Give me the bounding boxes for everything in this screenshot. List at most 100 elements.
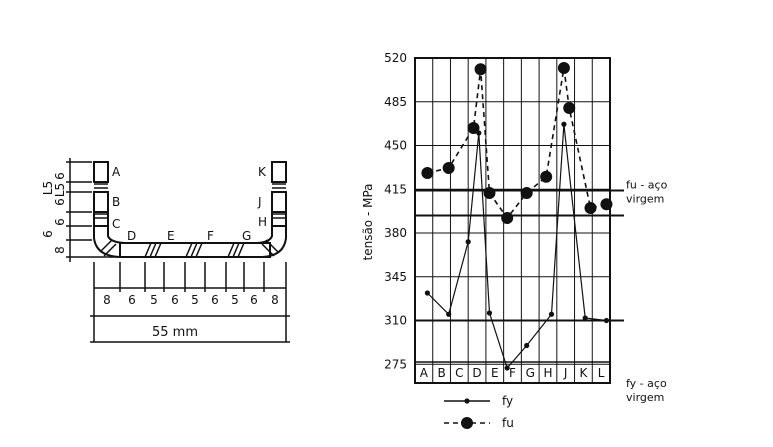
data-point-fu-3 (474, 63, 487, 76)
data-point-fy-10 (603, 317, 610, 324)
data-point-fu-9 (563, 102, 576, 114)
right-flange-segment-k (271, 161, 287, 183)
data-point-fy-5 (504, 365, 510, 371)
data-point-fu-5 (501, 212, 514, 224)
region-label-f: F (207, 229, 214, 243)
series-line-fy (426, 124, 607, 370)
x-tick-label-3: D (472, 366, 481, 380)
dim-label-1: 6 (53, 172, 67, 180)
data-point-fy-8 (561, 121, 567, 127)
dim-label-7: 8 (53, 246, 67, 254)
region-label-k: K (258, 165, 267, 179)
x-tick-label-6: G (526, 366, 535, 380)
right-flange-hatch (272, 183, 286, 219)
segment-label-5: 5 (191, 293, 199, 307)
segment-label-3: 5 (150, 293, 158, 307)
segment-label-7: 5 (231, 293, 239, 307)
data-point-fy-1 (446, 311, 452, 317)
data-point-fu-0 (421, 167, 434, 179)
series-line-fu (427, 67, 607, 220)
left-dimension-labels: 6 L5 L5 6 6 6 8 (41, 172, 67, 254)
cross-section-drawing (93, 161, 287, 258)
data-point-fy-2 (465, 239, 471, 245)
legend-label-fu: fu (502, 416, 514, 430)
segment-label-2: 6 (128, 293, 136, 307)
y-tick-label-7: 520 (384, 51, 407, 65)
x-tick-label-7: H (543, 366, 552, 380)
right-flange-segment-h (271, 211, 287, 227)
data-point-fu-6 (520, 187, 533, 199)
left-flange-segment-a (93, 161, 109, 183)
reference-sublabel-0: virgem (626, 193, 664, 206)
data-point-fy-7 (548, 311, 555, 317)
x-tick-label-10: L (598, 366, 605, 380)
region-label-j: J (257, 195, 262, 209)
section-right-corner (257, 226, 287, 258)
x-tick-label-1: B (437, 366, 445, 380)
data-point-fu-4 (483, 187, 496, 199)
data-point-fy-4 (486, 310, 493, 316)
y-tick-label-0: 275 (384, 357, 407, 371)
x-tick-label-2: C (455, 366, 463, 380)
left-flange-segment-c (93, 211, 109, 227)
dim-label-4: 6 (53, 198, 67, 206)
legend-marker-fu (461, 417, 473, 429)
data-point-fu-2 (467, 122, 480, 134)
region-label-g: G (242, 229, 251, 243)
left-dimension-chain (66, 158, 118, 262)
data-point-fy-9 (582, 315, 588, 321)
web-strip (119, 242, 271, 258)
y-tick-label-1: 310 (384, 314, 407, 328)
dim-label-3: L5 (53, 183, 67, 197)
segment-label-4: 6 (171, 293, 179, 307)
right-flange-segment-j (271, 191, 287, 213)
section-region-labels: A B C D E F G H J K (112, 165, 267, 243)
y-tick-label-5: 450 (384, 139, 407, 153)
web-hatch (99, 239, 279, 258)
region-label-h: H (258, 215, 267, 229)
reference-sublabel-1: virgem (626, 391, 664, 404)
data-point-fu-11 (600, 198, 613, 211)
left-flange-segment-b (93, 191, 109, 213)
legend: fy fu (444, 394, 514, 430)
x-tick-label-8: J (563, 366, 568, 380)
x-tick-label-9: K (579, 366, 588, 380)
data-point-fy-6 (524, 342, 530, 349)
region-label-e: E (167, 229, 175, 243)
data-point-fu-1 (442, 162, 455, 174)
data-point-fu-7 (540, 170, 553, 183)
y-tick-label-3: 380 (384, 226, 407, 240)
x-tick-label-5: F (509, 366, 516, 380)
bottom-dimension-labels: 8 6 5 6 5 6 5 6 8 55 mm (103, 293, 279, 340)
dim-label-5: 6 (53, 218, 67, 226)
y-axis-label: tensão - MPa (361, 183, 375, 260)
region-label-b: B (112, 195, 120, 209)
segment-label-6: 6 (211, 293, 219, 307)
region-label-a: A (112, 165, 121, 179)
reference-label-1: fy - aço (626, 377, 667, 390)
reference-label-0: fu - aço (626, 179, 668, 192)
plot-frame (414, 57, 611, 384)
data-point-fy-0 (424, 290, 431, 296)
y-tick-label-2: 345 (384, 270, 407, 284)
region-label-c: C (112, 217, 120, 231)
segment-label-9: 8 (271, 293, 279, 307)
data-point-fu-8 (557, 62, 570, 74)
y-tick-label-6: 485 (384, 95, 407, 109)
series-group (421, 62, 613, 371)
legend-marker-fy (464, 398, 470, 404)
y-tick-labels: 275 310 345 380 415 450 485 520 (384, 51, 407, 371)
chart-grid (415, 57, 610, 383)
y-tick-label-4: 415 (384, 182, 407, 196)
data-point-fu-10 (584, 202, 597, 214)
segment-label-8: 6 (250, 293, 258, 307)
legend-label-fy: fy (502, 394, 513, 408)
region-label-d: D (127, 229, 136, 243)
x-tick-label-4: E (491, 366, 499, 380)
segment-label-1: 8 (103, 293, 111, 307)
dim-label-2: L5 (41, 181, 55, 195)
dim-label-6: 6 (41, 230, 55, 238)
